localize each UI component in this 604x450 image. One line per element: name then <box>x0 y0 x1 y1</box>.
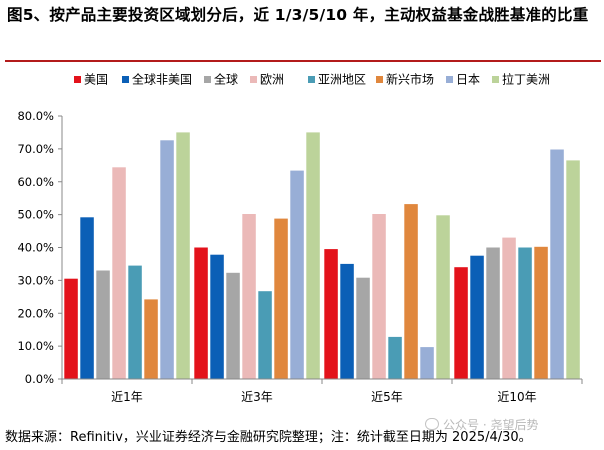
x-axis: 近1年 近3年 近5年 近10年 <box>61 378 583 404</box>
bar-1-6 <box>290 170 304 379</box>
bar-3-0 <box>454 267 468 379</box>
bar-0-1 <box>80 217 94 379</box>
bar-2-5 <box>404 204 418 379</box>
bar-2-3 <box>372 214 386 379</box>
watermark: 公众号 · 尧望后势 <box>425 416 538 433</box>
wechat-icon <box>425 418 439 430</box>
legend-swatch-4 <box>308 76 315 83</box>
bar-2-6 <box>420 347 434 379</box>
x-tick-label: 近5年 <box>371 390 403 404</box>
chart-title: 图5、按产品主要投资区域划分后，近 1/3/5/10 年，主动权益基金战胜基准的… <box>7 6 589 24</box>
title-divider <box>5 60 601 62</box>
bar-3-5 <box>534 246 548 379</box>
bar-0-5 <box>144 299 158 379</box>
bar-3-7 <box>566 160 580 379</box>
legend-swatch-2 <box>204 76 211 83</box>
bar-1-7 <box>306 132 320 379</box>
legend-label-1: 全球非美国 <box>132 72 192 87</box>
bar-2-0 <box>324 249 338 379</box>
legend-label-5: 新兴市场 <box>386 72 434 87</box>
bar-2-2 <box>356 277 370 379</box>
bar-1-2 <box>226 272 240 379</box>
x-tick-label: 近10年 <box>497 390 536 404</box>
y-tick-label: 20.0% <box>17 306 54 320</box>
bar-1-5 <box>274 218 288 379</box>
bar-chart: 美国 全球非美国 全球 欧洲 亚洲地区 新兴市场 日本 拉丁美洲 0.0% 10.0% 20.0%… <box>17 72 583 404</box>
legend-swatch-7 <box>492 76 499 83</box>
legend-label-0: 美国 <box>84 73 108 87</box>
bar-2-7 <box>436 215 450 379</box>
watermark-text: 公众号 · 尧望后势 <box>443 418 539 432</box>
bar-3-3 <box>502 237 516 379</box>
bar-0-4 <box>128 265 142 379</box>
legend-label-3: 欧洲 <box>260 73 284 87</box>
legend-swatch-3 <box>250 76 257 83</box>
bar-2-4 <box>388 336 402 379</box>
bar-3-1 <box>470 255 484 379</box>
legend-swatch-6 <box>446 76 453 83</box>
bar-0-2 <box>96 270 110 379</box>
x-tick-label: 近1年 <box>111 390 143 404</box>
bar-0-3 <box>112 167 126 379</box>
legend-label-6: 日本 <box>456 73 480 87</box>
x-tick-label: 近3年 <box>241 390 273 404</box>
y-tick-label: 80.0% <box>17 109 54 123</box>
y-tick-label: 70.0% <box>17 142 54 156</box>
y-tick-label: 60.0% <box>17 175 54 189</box>
bar-2-1 <box>340 263 354 379</box>
bar-0-7 <box>176 132 190 379</box>
y-tick-label: 0.0% <box>25 372 54 386</box>
bar-1-1 <box>210 254 224 379</box>
bar-0-6 <box>160 140 174 379</box>
bar-3-6 <box>550 149 564 379</box>
y-axis: 0.0% 10.0% 20.0% 30.0% 40.0% 50.0% 60.0% 70.0% 8… <box>17 109 63 386</box>
y-tick-label: 30.0% <box>17 273 54 287</box>
bar-3-4 <box>518 247 532 379</box>
source-note: 数据来源：Refinitiv，兴业证券经济与金融研究院整理；注：统计截至日期为 … <box>5 430 532 445</box>
bars <box>64 132 580 379</box>
bar-0-0 <box>64 278 78 379</box>
bar-1-3 <box>242 214 256 379</box>
legend: 美国 全球非美国 全球 欧洲 亚洲地区 新兴市场 日本 拉丁美洲 <box>74 72 550 87</box>
y-tick-label: 40.0% <box>17 241 54 255</box>
legend-swatch-0 <box>74 76 81 83</box>
bar-1-4 <box>258 291 272 379</box>
legend-swatch-5 <box>376 76 383 83</box>
y-tick-label: 10.0% <box>17 339 54 353</box>
legend-swatch-1 <box>122 76 129 83</box>
legend-label-4: 亚洲地区 <box>318 73 366 87</box>
bar-3-2 <box>486 247 500 379</box>
legend-label-7: 拉丁美洲 <box>502 72 550 87</box>
legend-label-2: 全球 <box>214 72 238 87</box>
bar-1-0 <box>194 247 208 379</box>
y-tick-label: 50.0% <box>17 208 54 222</box>
